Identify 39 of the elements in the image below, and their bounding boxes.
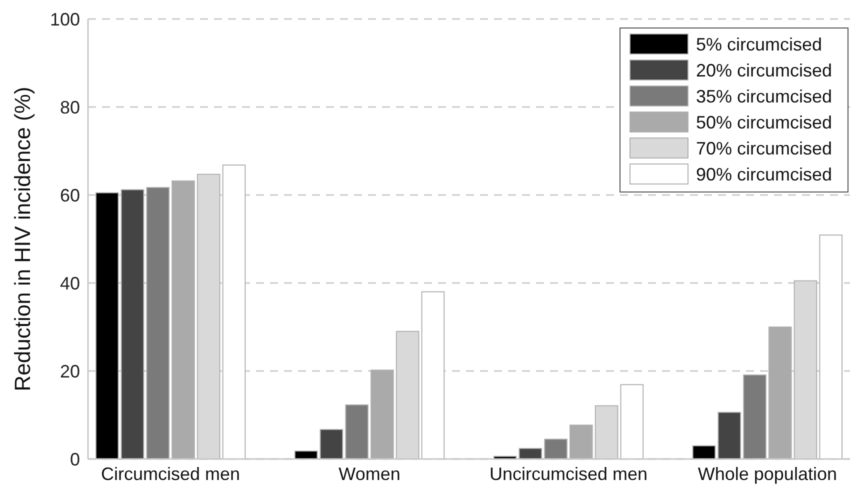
legend-label: 20% circumcised [696, 60, 832, 80]
bar [692, 445, 716, 460]
bar [518, 448, 542, 460]
y-tick-label: 100 [50, 9, 80, 30]
legend-label: 5% circumcised [696, 34, 822, 54]
bar [620, 384, 644, 460]
bar [370, 370, 394, 460]
bar [196, 174, 220, 460]
legend-label: 50% circumcised [696, 112, 832, 132]
y-axis-title: Reduction in HIV incidence (%) [10, 86, 35, 392]
bar [95, 192, 119, 460]
bar [320, 429, 344, 460]
x-tick-label: Circumcised men [101, 464, 240, 484]
bar [570, 424, 593, 460]
bar [743, 374, 766, 460]
x-tick-label: Women [338, 464, 400, 484]
x-tick-label: Uncircumcised men [489, 464, 648, 484]
bar [120, 189, 144, 460]
bar [594, 405, 618, 460]
bar [718, 412, 742, 460]
bar [544, 438, 568, 460]
bar [421, 291, 445, 460]
bar [146, 187, 170, 460]
x-tick-label: Whole population [698, 464, 837, 484]
y-tick-label: 80 [60, 97, 80, 118]
bar [222, 164, 246, 460]
bar [819, 234, 843, 460]
y-tick-label: 60 [60, 185, 80, 206]
y-tick-label: 20 [60, 361, 80, 382]
y-tick-label: 40 [60, 273, 80, 294]
bar [172, 180, 195, 460]
legend-label: 70% circumcised [696, 138, 832, 158]
bar [345, 404, 368, 460]
legend-label: 90% circumcised [696, 164, 832, 184]
bar [768, 326, 792, 460]
bar [794, 280, 818, 460]
y-tick-label: 0 [70, 449, 80, 470]
legend-label: 35% circumcised [696, 86, 832, 106]
bar [396, 330, 420, 460]
